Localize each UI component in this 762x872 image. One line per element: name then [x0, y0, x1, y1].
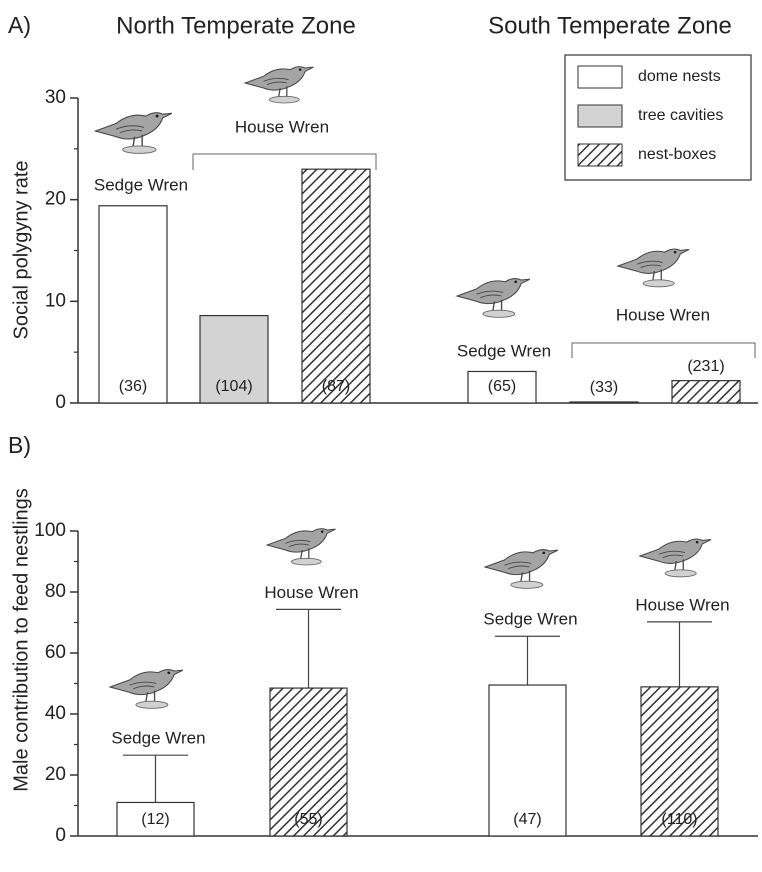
legend-swatch	[578, 105, 622, 127]
species-label: Sedge Wren	[111, 729, 205, 748]
panel-label: A)	[8, 12, 31, 38]
sample-size: (65)	[488, 378, 516, 395]
y-tick-label: 60	[45, 642, 66, 663]
legend-label: nest-boxes	[638, 146, 716, 163]
y-axis-label: Social polygyny rate	[10, 161, 32, 340]
y-tick-label: 40	[45, 703, 66, 724]
zone-title: South Temperate Zone	[488, 12, 732, 39]
y-tick-label: 80	[45, 581, 66, 602]
chart: A) North Temperate Zone South Temperate …	[0, 0, 762, 872]
panel-label: B)	[8, 432, 31, 458]
species-label: House Wren	[616, 305, 710, 324]
zone-title: North Temperate Zone	[116, 12, 356, 39]
page: {"chart_data": [ {"type": "bar", "panel_…	[0, 0, 762, 872]
y-tick-label: 0	[55, 392, 66, 413]
sample-size: (36)	[119, 378, 147, 395]
y-axis-label: Male contribution to feed nestlings	[10, 488, 32, 792]
species-bracket	[572, 343, 755, 358]
species-label: Sedge Wren	[483, 610, 577, 629]
sample-size: (55)	[294, 811, 322, 828]
species-label: House Wren	[235, 117, 329, 136]
legend-label: tree cavities	[638, 107, 723, 124]
sample-size: (47)	[513, 811, 541, 828]
sample-size: (87)	[322, 378, 350, 395]
sample-size: (104)	[215, 378, 252, 395]
legend-swatch	[578, 66, 622, 88]
legend-label: dome nests	[638, 68, 721, 85]
y-tick-label: 10	[45, 290, 66, 311]
bar	[672, 381, 740, 403]
y-tick-label: 0	[55, 825, 66, 846]
legend-swatch	[578, 144, 622, 166]
sample-size: (110)	[661, 811, 697, 828]
sample-size: (12)	[141, 811, 169, 828]
sample-size: (33)	[590, 379, 618, 396]
species-label: House Wren	[635, 595, 729, 614]
species-label: House Wren	[264, 583, 358, 602]
bar	[570, 402, 638, 403]
y-tick-label: 100	[34, 520, 66, 541]
sample-size: (231)	[687, 358, 724, 375]
y-tick-label: 30	[45, 87, 66, 108]
bar	[99, 206, 167, 403]
bar	[302, 169, 370, 403]
species-label: Sedge Wren	[457, 341, 551, 360]
y-tick-label: 20	[45, 764, 66, 785]
species-label: Sedge Wren	[94, 175, 188, 194]
y-tick-label: 20	[45, 189, 66, 210]
species-bracket	[193, 154, 376, 170]
